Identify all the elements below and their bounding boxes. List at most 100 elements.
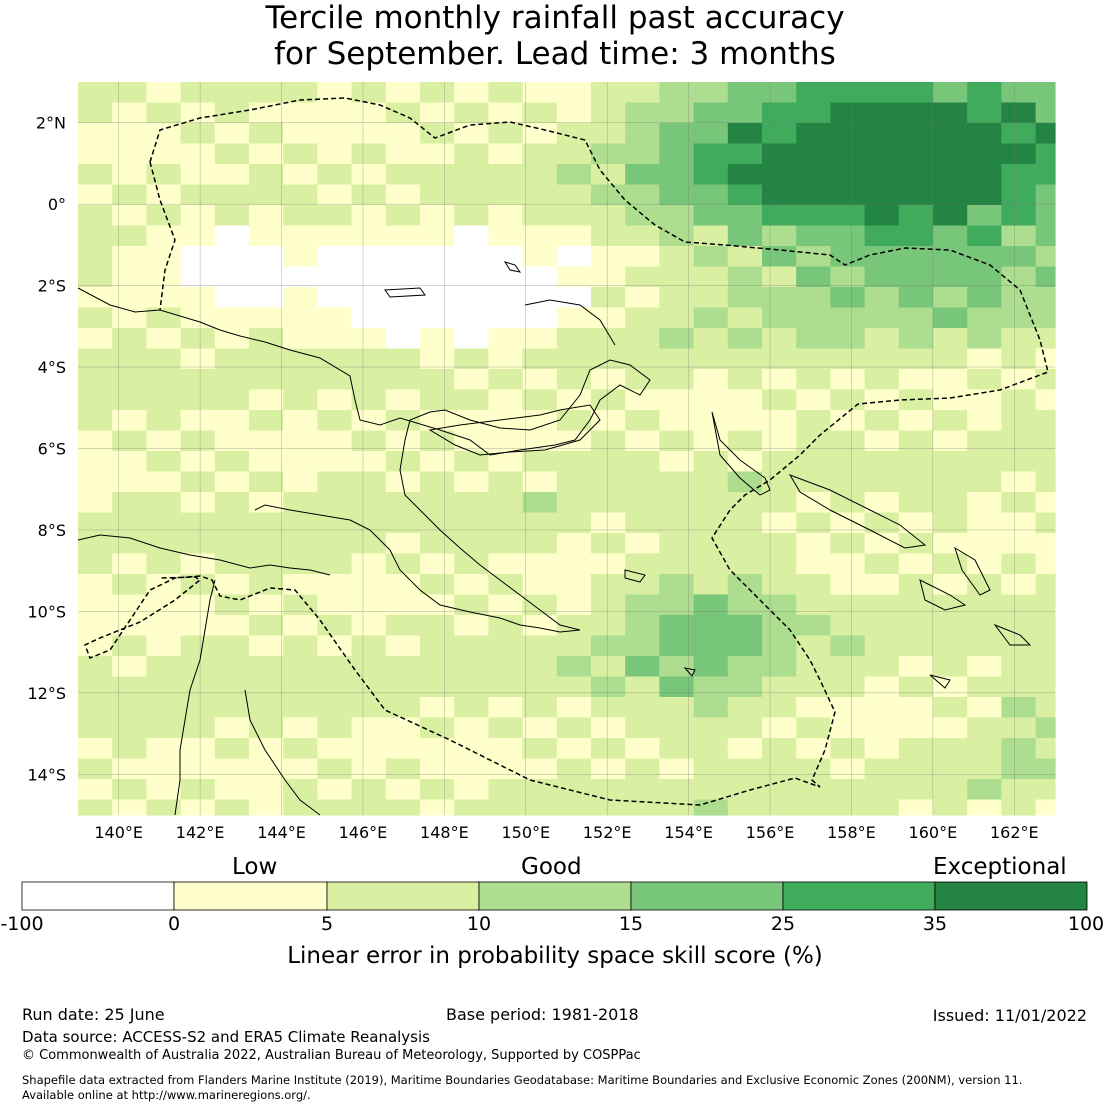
skill-cell [146,717,182,739]
skill-cell [249,779,284,801]
skill-cell [180,512,216,534]
skill-cell [146,164,182,186]
skill-cell [214,717,250,739]
manus [384,287,426,298]
skill-cell [454,697,489,719]
skill-cell [762,676,797,698]
skill-cell [659,369,695,391]
skill-cell [180,225,216,247]
skill-cell [796,635,831,657]
skill-cell [385,676,421,698]
skill-cell [659,348,695,370]
skill-cell [454,205,489,227]
skill-cell [420,799,455,816]
skill-cell [693,758,729,780]
skill-cell [864,656,900,678]
skill-cell [796,348,831,370]
skill-cell [967,676,1002,698]
skill-cell [180,410,216,432]
skill-cell [864,676,900,698]
skill-cell [249,635,284,657]
skill-cell [249,471,284,493]
skill-cell [283,287,318,309]
skill-cell [180,102,216,124]
skill-cell [488,369,524,391]
skill-cell [625,389,660,411]
skill-cell [659,779,695,801]
skill-cell [830,656,866,678]
skill-cell [146,184,182,206]
skill-cell [214,410,250,432]
skill-cell [351,676,387,698]
bougainville [711,411,771,496]
skill-cell [351,594,387,616]
skill-cell [283,164,318,186]
skill-cell [933,123,968,145]
skill-cell [933,205,968,227]
skill-cell [78,492,113,514]
skill-cell [625,430,660,452]
colorbar-category-low: Low [232,854,278,880]
skill-cell [522,143,558,165]
skill-cell [420,533,455,555]
skill-cell [830,225,866,247]
skill-cell [625,471,660,493]
skill-cell [112,738,147,760]
skill-cell [762,656,797,678]
skill-cell [830,615,866,637]
skill-cell [864,102,900,124]
skill-cell [146,656,182,678]
skill-cell [1035,697,1056,719]
skill-cell [146,328,182,350]
rossel [683,667,696,677]
skill-cell [727,164,763,186]
skill-cell [762,635,797,657]
skill-cell [591,492,626,514]
skill-cell [898,799,934,816]
skill-cell [351,389,387,411]
skill-cell [967,143,1002,165]
skill-cell [762,225,797,247]
skill-cell [693,574,729,596]
skill-cell [454,307,489,329]
skill-cell [967,369,1002,391]
skill-cell [625,492,660,514]
skill-cell [249,184,284,206]
skill-cell [488,533,524,555]
skill-cell [693,410,729,432]
skill-cell [488,594,524,616]
skill-cell [727,594,763,616]
skill-cell [830,553,866,575]
skill-cell [591,348,626,370]
solomons-guadalcanal [919,579,967,611]
skill-cell [762,451,797,473]
skill-cell [1035,738,1056,760]
skill-cell [283,348,318,370]
skill-cell [625,779,660,801]
lat-tick-label: 14°S [27,765,66,784]
skill-cell [78,410,113,432]
skill-cell [488,82,524,104]
skill-cell [693,164,729,186]
skill-cell [78,266,113,288]
skill-cell [522,369,558,391]
lon-tick-label: 162°E [990,823,1039,842]
skill-cell [556,143,592,165]
solomons-choiseul [788,474,927,549]
skill-cell [1035,143,1056,165]
skill-cell [864,328,900,350]
skill-cell [556,594,592,616]
skill-cell [591,533,626,555]
skill-cell [693,451,729,473]
skill-cell [351,369,387,391]
skill-cell [693,307,729,329]
skill-cell [556,266,592,288]
skill-cell [556,492,592,514]
skill-cell [762,348,797,370]
skill-cell [214,615,250,637]
skill-cell [967,635,1002,657]
skill-cell [112,717,147,739]
skill-cell [488,164,524,186]
skill-cell [420,307,455,329]
skill-cell [385,574,421,596]
